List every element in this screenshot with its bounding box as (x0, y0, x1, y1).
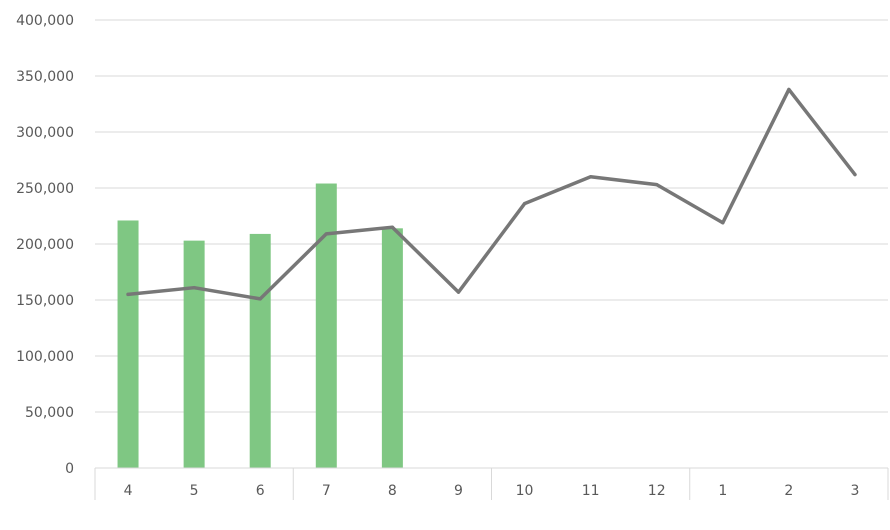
line-point (390, 225, 394, 229)
line-point (126, 292, 130, 296)
line-point (522, 202, 527, 206)
line-point (853, 172, 857, 177)
line-point (787, 87, 791, 92)
line-series (126, 87, 857, 301)
y-tick-label: 300,000 (16, 125, 74, 141)
x-tick-label: 12 (648, 483, 666, 499)
line-point (324, 232, 328, 236)
y-tick-label: 400,000 (16, 13, 74, 29)
line-point (721, 221, 725, 225)
x-tick-label: 3 (850, 483, 859, 499)
bar (183, 240, 205, 468)
x-tick-label: 10 (516, 483, 534, 499)
x-tick-label: 6 (256, 483, 265, 499)
y-tick-label: 250,000 (16, 181, 74, 197)
x-tick-label: 8 (388, 483, 397, 499)
x-tick-label: 7 (322, 483, 331, 499)
y-tick-label: 350,000 (16, 69, 74, 85)
line-point (192, 286, 196, 290)
bar (249, 233, 271, 468)
y-axis: 0 50,000 100,000 150,000 200,000 250,000 300,0… (16, 13, 74, 477)
x-tick-label: 2 (784, 483, 793, 499)
bar (381, 228, 403, 468)
line-point (456, 290, 461, 294)
gridlines (95, 19, 888, 413)
bar-series (117, 183, 403, 468)
x-axis: 4 5 6 7 8 9 10 11 12 1 2 3 (94, 467, 889, 500)
x-tick-label: 1 (718, 483, 727, 499)
y-tick-label: 200,000 (16, 237, 74, 253)
y-tick-label: 50,000 (25, 405, 74, 421)
bar (315, 183, 337, 468)
x-tick-label: 5 (190, 483, 199, 499)
line-point (655, 183, 659, 187)
y-tick-label: 150,000 (16, 293, 74, 309)
y-tick-label: 100,000 (16, 349, 74, 365)
line-point (258, 297, 262, 301)
x-tick-label: 11 (582, 483, 600, 499)
y-tick-label: 0 (65, 461, 74, 477)
x-tick-label: 4 (124, 483, 133, 499)
line-point (589, 175, 593, 179)
x-tick-label: 9 (454, 483, 463, 499)
series-line (126, 87, 857, 301)
bar (117, 220, 139, 468)
